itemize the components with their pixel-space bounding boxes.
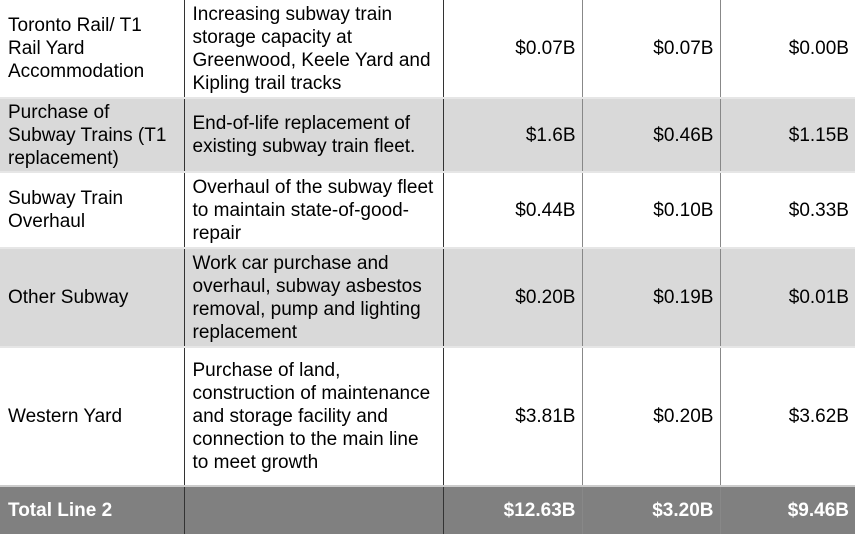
cost-value: $0.20B [443,247,583,347]
total-row: Total Line 2 $12.63B $3.20B $9.46B [0,485,855,534]
total-value: $12.63B [443,485,583,534]
project-description: End-of-life replacement of existing subw… [183,97,444,172]
cost-value: $0.01B [720,247,855,347]
project-name: Subway Train Overhaul [0,171,184,248]
project-name: Toronto Rail/ T1 Rail Yard Accommodation [8,15,145,82]
project-description: Work car purchase and overhaul, subway a… [183,247,444,347]
cost-value: $0.33B [720,171,855,248]
table-row: Other Subway Work car purchase and overh… [0,247,855,347]
table-row: Purchase of Subway Trains (T1 replacemen… [0,97,855,172]
table-row: Subway Train Overhaul Overhaul of the su… [0,171,855,248]
cost-value: $0.19B [582,247,721,347]
project-description: Purchase of land, construction of mainte… [183,346,444,486]
cost-value: $0.20B [582,346,721,486]
project-name: Purchase of Subway Trains (T1 replacemen… [0,97,184,172]
cost-value: $0.44B [443,171,583,248]
cost-value: $0.46B [582,97,721,172]
cost-value: $3.81B [443,346,583,486]
total-description [183,485,444,534]
cost-value: $0.07B [582,0,721,98]
total-label: Total Line 2 [0,485,184,534]
cost-value: $0.10B [582,171,721,248]
project-description: Increasing subway train storage capacity… [183,0,444,98]
table-row: Toronto Rail/ T1 Rail Yard Accommodation… [0,0,855,98]
total-value: $9.46B [720,485,855,534]
cost-value: $0.07B [443,0,583,98]
cost-value: $1.6B [443,97,583,172]
table-row: Western Yard Purchase of land, construct… [0,346,855,486]
cost-value: $1.15B [720,97,855,172]
project-description: Overhaul of the subway fleet to maintain… [183,171,444,248]
cost-value: $3.62B [720,346,855,486]
total-value: $3.20B [582,485,721,534]
project-name: Other Subway [0,247,184,347]
project-name: Western Yard [0,346,184,486]
cost-value: $0.00B [788,38,849,59]
